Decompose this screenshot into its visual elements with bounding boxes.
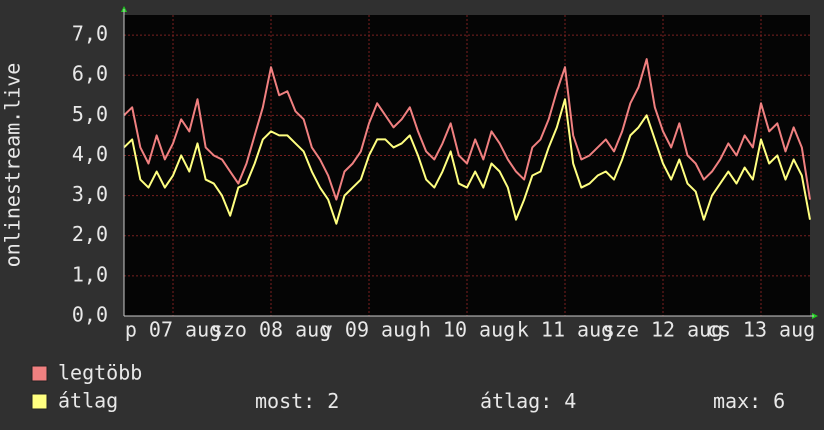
y-tick-label: 3,0	[72, 182, 108, 206]
y-tick-label: 7,0	[72, 22, 108, 46]
x-tick-label: v 09 aug	[321, 318, 417, 342]
x-tick-label: cs 13 aug	[707, 318, 815, 342]
x-tick-label: p 07 aug	[125, 318, 221, 342]
y-tick-label: 1,0	[72, 262, 108, 286]
y-tick-label: 0,0	[72, 303, 108, 327]
stat-value: 2	[327, 389, 339, 413]
series-line	[123, 98, 811, 225]
axis-arrow	[812, 313, 818, 319]
x-tick-label: sze 12 aug	[603, 318, 723, 342]
legend-swatch	[31, 393, 48, 410]
y-tick-label: 6,0	[72, 62, 108, 86]
stat: átlag: 4	[480, 389, 576, 413]
stat: max: 6	[713, 389, 785, 413]
stat-value: 6	[773, 389, 785, 413]
x-tick-label: k 11 aug	[517, 318, 613, 342]
y-axis-label: onlinestream.live	[1, 63, 25, 268]
legend-label: legtöbb	[58, 361, 142, 385]
series-line	[123, 58, 811, 201]
y-tick-label: 2,0	[72, 222, 108, 246]
x-tick-label: szo 08 aug	[211, 318, 331, 342]
legend-label: átlag	[58, 389, 118, 413]
stat-value: 4	[564, 389, 576, 413]
stat-label: most:	[255, 389, 315, 413]
stat: most: 2	[255, 389, 339, 413]
stat-label: átlag:	[480, 389, 552, 413]
x-tick-label: h 10 aug	[419, 318, 515, 342]
legend-swatch	[31, 365, 48, 382]
y-tick-label: 4,0	[72, 142, 108, 166]
y-tick-label: 5,0	[72, 102, 108, 126]
stat-label: max:	[713, 389, 761, 413]
